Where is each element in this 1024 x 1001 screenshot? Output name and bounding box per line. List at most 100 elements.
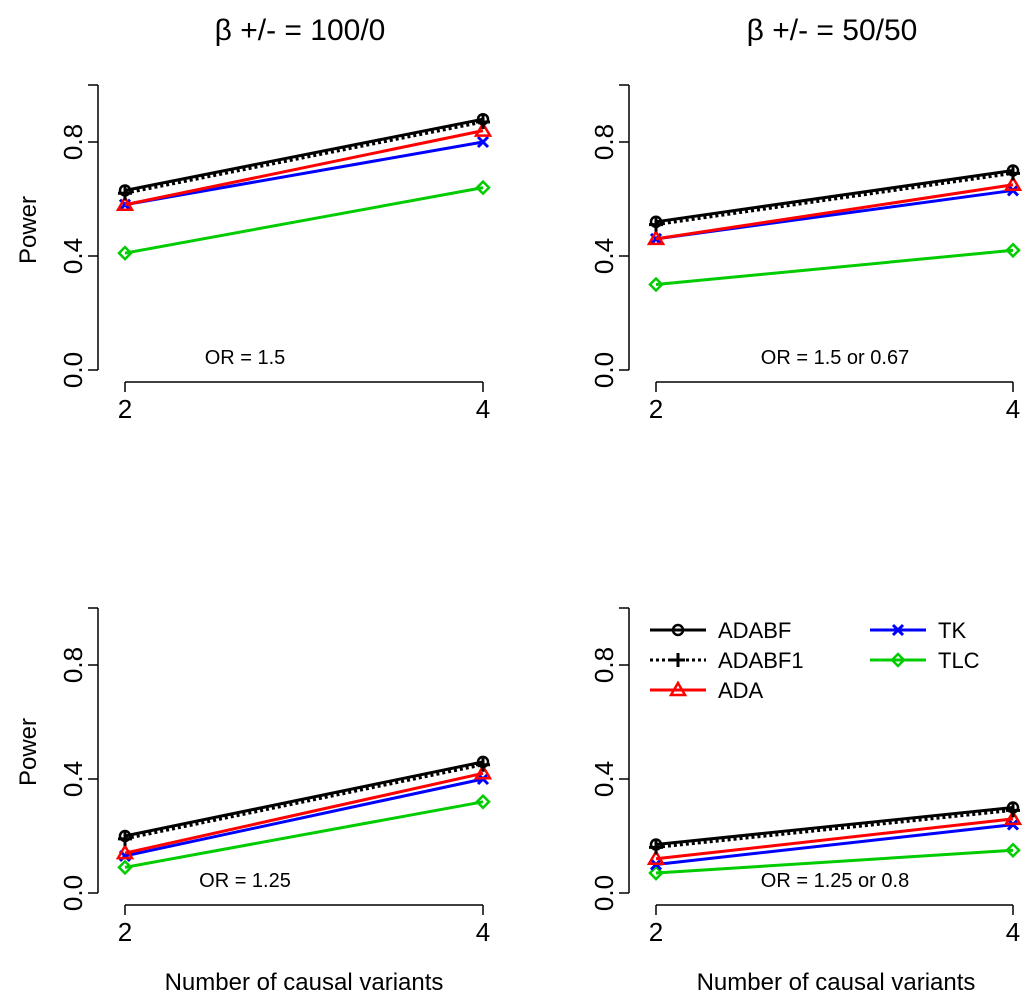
legend-item-adabf1: ADABF1	[650, 648, 804, 673]
data-point	[115, 843, 135, 860]
y-tick-label: 0.8	[58, 647, 88, 683]
y-axis-title-top: Power	[15, 196, 42, 264]
y-tick-label: 0.0	[58, 352, 88, 388]
data-point	[1005, 242, 1021, 259]
data-point	[646, 229, 666, 246]
series-line	[655, 817, 1014, 861]
y-tick-label: 0.8	[58, 124, 88, 160]
panel-4: 0.0 0.4 0.8 2 4 OR = 1.25 or 0.8	[589, 607, 1023, 947]
data-point	[475, 794, 491, 810]
x-tick-label: 4	[476, 394, 490, 424]
series-adabf	[118, 112, 490, 197]
legend-item-ada: ADA	[650, 678, 764, 703]
series-tlc	[117, 794, 491, 876]
data-point	[1003, 175, 1023, 191]
column-title-right: β +/- = 50/50	[747, 14, 918, 47]
legend-marker	[891, 623, 905, 637]
series-ada	[646, 175, 1023, 246]
x-tick-label: 2	[649, 394, 663, 424]
series-line	[124, 186, 484, 255]
series-line	[124, 777, 484, 858]
panel-annotation: OR = 1.25 or 0.8	[761, 870, 909, 892]
legend-label: TK	[938, 618, 966, 643]
series-adabf	[649, 801, 1020, 851]
legend-marker	[890, 652, 906, 668]
data-point	[476, 112, 490, 126]
data-point	[476, 755, 490, 769]
series-adabf1	[649, 166, 1020, 232]
series-tk	[118, 135, 490, 211]
legend-marker	[671, 623, 685, 637]
x-tick-label: 4	[1006, 394, 1020, 424]
legend-label: TLC	[938, 648, 980, 673]
series-line	[655, 171, 1014, 227]
data-point	[118, 184, 132, 197]
data-point	[648, 276, 664, 293]
legend-marker	[671, 653, 685, 667]
series-tlc	[117, 179, 491, 261]
data-point	[476, 135, 490, 149]
legend-label: ADA	[718, 678, 764, 703]
series-tlc	[648, 242, 1021, 293]
legend-label: ADABF1	[718, 648, 804, 673]
series-line	[124, 129, 484, 207]
data-point	[1003, 809, 1023, 826]
series-line	[655, 169, 1014, 224]
series-tk	[118, 772, 490, 863]
series-line	[655, 823, 1014, 866]
data-point	[115, 195, 135, 211]
y-tick-label: 0.8	[589, 647, 619, 683]
panel-3: 0.0 0.4 0.8 2 4 OR = 1.25	[58, 607, 493, 947]
x-tick-label: 2	[649, 917, 663, 947]
series-line	[655, 183, 1014, 241]
series-line	[124, 763, 484, 841]
series-line	[655, 248, 1014, 286]
legend-item-tlc: TLC	[870, 648, 980, 673]
data-point	[1006, 801, 1020, 814]
data-point	[649, 838, 663, 851]
data-point	[649, 215, 663, 229]
y-tick-label: 0.0	[58, 875, 88, 911]
data-point	[646, 849, 666, 866]
panel-annotation: OR = 1.5 or 0.67	[761, 347, 909, 369]
y-tick-label: 0.8	[589, 124, 619, 160]
y-tick-label: 0.4	[58, 761, 88, 797]
series-line	[124, 771, 484, 855]
series-line	[655, 808, 1014, 849]
series-adabf	[118, 755, 490, 843]
x-axis-title-right: Number of causal variants	[697, 969, 976, 996]
data-point	[473, 121, 493, 137]
series-ada	[646, 809, 1023, 866]
series-ada	[115, 763, 493, 860]
x-tick-label: 2	[118, 917, 132, 947]
series-adabf	[649, 164, 1020, 229]
y-tick-label: 0.0	[589, 875, 619, 911]
data-point	[1006, 164, 1020, 177]
panel-1: 0.0 0.4 0.8 2 4 OR = 1.5	[58, 84, 493, 424]
legend-label: ADABF	[718, 618, 791, 643]
y-tick-label: 0.4	[589, 761, 619, 797]
data-point	[475, 179, 491, 196]
data-point	[648, 865, 664, 881]
data-point	[117, 859, 133, 876]
y-tick-label: 0.4	[589, 238, 619, 274]
x-tick-label: 4	[1006, 917, 1020, 947]
panel-annotation: OR = 1.25	[199, 870, 291, 892]
y-axis-title-bottom: Power	[15, 718, 42, 786]
series-line	[655, 848, 1014, 875]
column-title-left: β +/- = 100/0	[215, 14, 386, 47]
series-line	[124, 800, 484, 869]
series-tlc	[648, 842, 1021, 881]
data-point	[473, 763, 493, 780]
y-tick-label: 0.4	[58, 238, 88, 274]
legend-item-adabf: ADABF	[650, 618, 791, 643]
legend-marker	[668, 680, 688, 697]
legend-item-tk: TK	[870, 618, 966, 643]
x-tick-label: 4	[476, 917, 490, 947]
panel-2: 0.0 0.4 0.8 2 4 OR = 1.5 or 0.67	[589, 84, 1023, 424]
x-axis-title-left: Number of causal variants	[165, 969, 444, 996]
legend: ADABF ADABF1 ADA TK TLC	[650, 618, 980, 703]
series-line	[124, 117, 484, 192]
data-point	[1005, 842, 1021, 859]
y-tick-label: 0.0	[589, 352, 619, 388]
